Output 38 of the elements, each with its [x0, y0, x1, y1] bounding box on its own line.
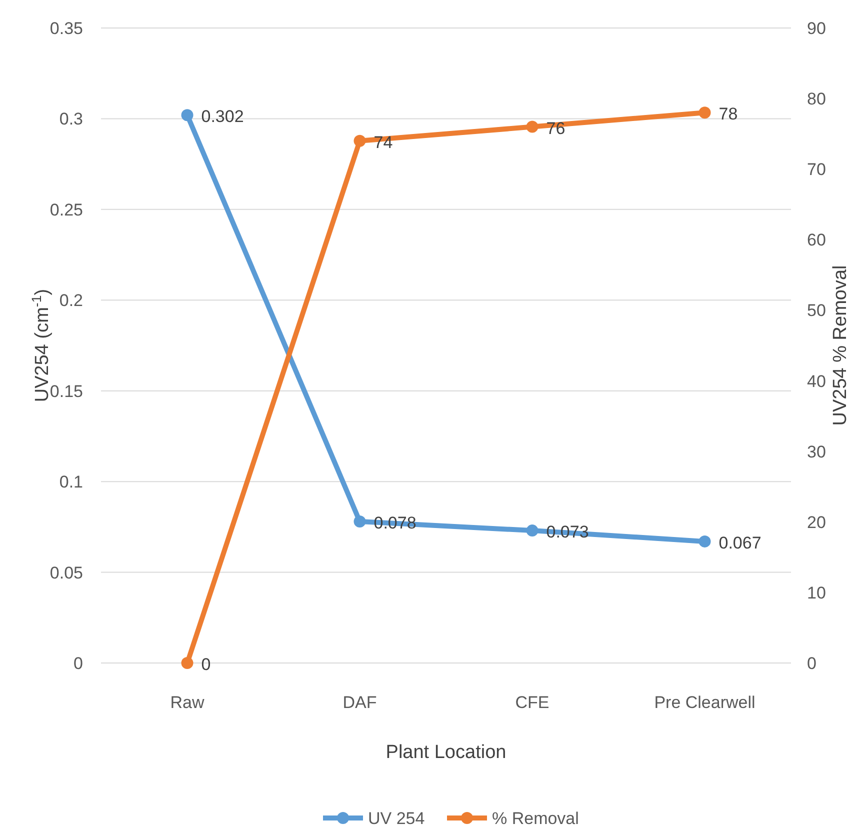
y2-tick-label: 80	[807, 90, 826, 109]
data-label: 0.302	[201, 107, 244, 126]
point	[698, 106, 711, 119]
point	[526, 524, 538, 537]
x-tick-label: DAF	[342, 693, 377, 712]
legend-label: % Removal	[492, 809, 579, 828]
x-tick-label: Raw	[170, 693, 205, 712]
x-tick-label: CFE	[515, 693, 550, 712]
x-axis-title: Plant Location	[386, 742, 506, 763]
y2-axis-title: UV254 % Removal	[830, 265, 851, 426]
y-tick-label: 0.1	[59, 472, 83, 492]
y-tick-label: 0.15	[50, 382, 83, 401]
data-label: 0.067	[718, 533, 762, 552]
y-tick-label: 0.3	[59, 110, 83, 129]
x-tick-label: Pre Clearwell	[654, 693, 756, 712]
y-tick-label: 0	[74, 654, 83, 673]
y2-tick-label: 90	[807, 19, 826, 38]
y-tick-label: 0.05	[50, 563, 83, 582]
point	[354, 134, 366, 147]
legend-label: UV 254	[368, 809, 425, 828]
y2-tick-label: 20	[807, 512, 826, 532]
data-label: 0	[201, 655, 211, 674]
y2-tick-label: 0	[807, 654, 816, 673]
point	[181, 109, 194, 122]
point	[698, 535, 711, 548]
y2-tick-label: 40	[807, 372, 826, 391]
point	[526, 120, 538, 133]
y-tick-label: 0.35	[50, 19, 83, 38]
y2-tick-label: 60	[807, 230, 826, 250]
y-tick-label: 0.2	[59, 291, 83, 310]
y2-tick-label: 30	[807, 442, 826, 462]
y-tick-label: 0.25	[50, 200, 83, 220]
y2-tick-label: 50	[807, 301, 826, 320]
y2-tick-label: 70	[807, 160, 826, 180]
point	[354, 515, 366, 528]
point	[181, 657, 194, 669]
y2-tick-label: 10	[807, 583, 826, 602]
data-label: 78	[718, 104, 738, 124]
